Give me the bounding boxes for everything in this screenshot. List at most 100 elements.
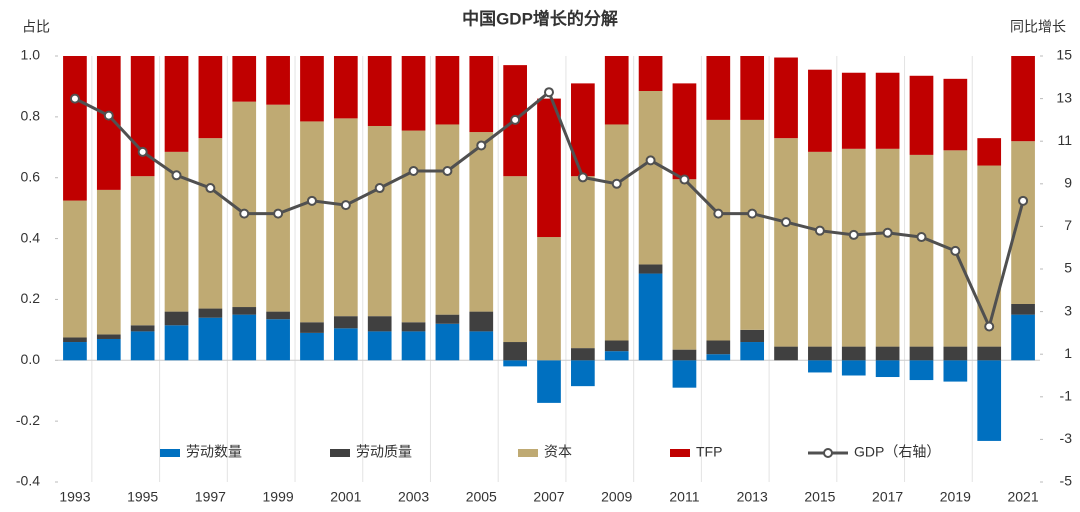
x-tick-label: 1993 bbox=[59, 489, 90, 505]
bar-segment bbox=[638, 273, 663, 361]
y-tick-label: 0.4 bbox=[21, 229, 41, 245]
bar-segment bbox=[1011, 141, 1035, 304]
gdp-point bbox=[984, 321, 995, 332]
gdp-point bbox=[442, 166, 453, 177]
bar-segment bbox=[841, 360, 866, 376]
chart-title: 中国GDP增长的分解 bbox=[462, 8, 618, 28]
bar-segment bbox=[875, 148, 900, 347]
bar-segment bbox=[469, 132, 494, 312]
x-tick-label: 2007 bbox=[533, 489, 564, 505]
gdp-point bbox=[645, 155, 656, 166]
bar-segment bbox=[300, 322, 324, 333]
x-tick-label: 2009 bbox=[601, 489, 632, 505]
bar-segment bbox=[1011, 56, 1035, 142]
gdp-point bbox=[476, 140, 487, 151]
x-tick-label: 2013 bbox=[737, 489, 768, 505]
bar-segment bbox=[96, 338, 121, 361]
bar-segment bbox=[808, 151, 832, 347]
bar-segment bbox=[706, 340, 731, 355]
y2-tick-label: 11 bbox=[1057, 132, 1072, 148]
y2-tick-label: 15 bbox=[1056, 47, 1072, 63]
gdp-point bbox=[137, 146, 148, 157]
bar-segment bbox=[909, 75, 934, 155]
bar-segment bbox=[774, 346, 798, 361]
y-tick-label: 0.8 bbox=[21, 108, 41, 124]
bar-segment bbox=[232, 314, 257, 361]
y-tick-label: -0.2 bbox=[16, 412, 40, 428]
bar-segment bbox=[740, 342, 765, 361]
bar-segment bbox=[943, 346, 968, 361]
bar-segment bbox=[706, 119, 731, 341]
legend-label: GDP（右轴） bbox=[854, 444, 940, 460]
x-tick-label: 2021 bbox=[1007, 489, 1038, 505]
bar-segment bbox=[638, 90, 663, 265]
gdp-point bbox=[205, 183, 216, 194]
bar-segment bbox=[435, 56, 460, 125]
gdp-point bbox=[544, 87, 554, 98]
legend-swatch bbox=[670, 449, 690, 457]
bar-segment bbox=[367, 316, 392, 332]
bar-segment bbox=[198, 308, 223, 318]
bar-segment bbox=[503, 360, 527, 367]
bar-segment bbox=[333, 118, 358, 317]
bar-segment bbox=[401, 331, 426, 361]
y-tick-label: 0.0 bbox=[21, 351, 41, 367]
bar-segment bbox=[367, 56, 392, 126]
gdp-point bbox=[916, 232, 927, 243]
bar-segment bbox=[808, 69, 832, 152]
y2-tick-label: 7 bbox=[1064, 217, 1072, 233]
bar-segment bbox=[977, 138, 1002, 166]
bar-segment bbox=[638, 56, 663, 91]
bar-segment bbox=[808, 346, 832, 361]
bar-segment bbox=[469, 331, 494, 361]
bar-segment bbox=[672, 83, 697, 180]
bar-segment bbox=[774, 57, 798, 139]
bar-segment bbox=[232, 56, 257, 102]
y2-tick-label: 3 bbox=[1064, 302, 1072, 318]
bar-segment bbox=[469, 311, 494, 332]
y2-tick-label: 1 bbox=[1064, 345, 1072, 361]
bar-segment bbox=[63, 342, 87, 361]
y-tick-label: -0.4 bbox=[16, 473, 40, 489]
bar-segment bbox=[469, 56, 494, 133]
bar-segment bbox=[300, 56, 324, 122]
bar-segment bbox=[672, 349, 697, 361]
bar-segment bbox=[740, 329, 765, 343]
bar-segment bbox=[841, 346, 866, 361]
bar-segment bbox=[333, 328, 358, 361]
bar-segment bbox=[367, 331, 392, 361]
x-tick-label: 2015 bbox=[804, 489, 835, 505]
bar-segment bbox=[774, 138, 798, 347]
bar-segment bbox=[604, 340, 629, 352]
gdp-point bbox=[273, 208, 284, 219]
bar-segment bbox=[638, 264, 663, 274]
bar-segment bbox=[130, 176, 155, 326]
legend-label: 劳动数量 bbox=[186, 444, 242, 460]
bar-segment bbox=[130, 331, 155, 361]
bar-segment bbox=[909, 346, 934, 361]
y-tick-label: 0.2 bbox=[21, 290, 41, 306]
bar-segment bbox=[333, 316, 358, 329]
bar-segment bbox=[537, 98, 561, 238]
gdp-point bbox=[882, 227, 893, 238]
gdp-point bbox=[781, 217, 792, 228]
x-tick-label: 2017 bbox=[872, 489, 903, 505]
y2-tick-label: 13 bbox=[1056, 89, 1072, 105]
bar-segment bbox=[300, 332, 324, 361]
bar-segment bbox=[537, 360, 561, 403]
bar-segment bbox=[96, 334, 121, 339]
bar-segment bbox=[875, 72, 900, 149]
bar-segment bbox=[198, 317, 223, 361]
gdp-point bbox=[713, 208, 724, 219]
gdp-point bbox=[408, 166, 419, 177]
legend-label: TFP bbox=[696, 444, 722, 460]
x-tick-label: 1995 bbox=[127, 489, 158, 505]
gdp-point bbox=[340, 200, 351, 211]
bar-segment bbox=[232, 101, 257, 308]
bar-segment bbox=[909, 360, 934, 381]
bar-segment bbox=[503, 342, 527, 361]
x-tick-label: 2011 bbox=[669, 489, 699, 505]
x-tick-label: 1997 bbox=[195, 489, 226, 505]
gdp-point bbox=[103, 110, 114, 121]
